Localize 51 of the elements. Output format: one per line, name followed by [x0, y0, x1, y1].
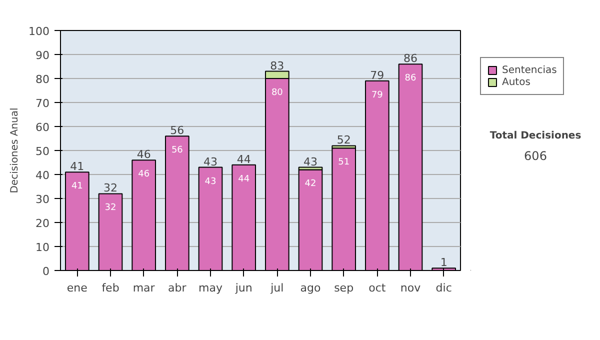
total-label: 41 — [70, 160, 84, 174]
y-tick-label: 80 — [36, 73, 50, 86]
y-tick-label: 40 — [36, 169, 50, 182]
data-label: 46 — [138, 170, 150, 180]
y-tick-label: 10 — [36, 241, 50, 254]
data-label: 32 — [104, 203, 116, 214]
data-label: 43 — [204, 176, 216, 187]
x-tick-label: dic — [436, 282, 452, 294]
data-label: 79 — [371, 90, 384, 100]
legend-label: Autos — [502, 76, 530, 88]
x-tick-label: oct — [368, 282, 386, 294]
x-tick-label: abr — [168, 282, 187, 294]
y-tick-label: 100 — [28, 25, 50, 38]
y-tick-label: 30 — [36, 193, 50, 206]
y-tick-label: 0 — [42, 265, 50, 278]
text: Total Decisiones — [490, 130, 582, 142]
total-label: 44 — [236, 152, 251, 166]
legend-label: Sentencias — [502, 64, 557, 76]
total-label: 43 — [304, 155, 318, 168]
total-label: 52 — [336, 134, 351, 147]
data-label: 44 — [238, 174, 250, 184]
y-tick-label: 90 — [36, 49, 50, 62]
text: 606 — [524, 148, 547, 163]
total-label: 1 — [440, 256, 448, 270]
x-tick-label: jul — [270, 282, 284, 294]
x-tick-label: mar — [132, 282, 156, 294]
data-label: 42 — [304, 179, 316, 190]
total-label: 56 — [170, 124, 184, 138]
x-tick-label: jun — [234, 282, 252, 294]
total-label: 43 — [204, 155, 218, 168]
data-label: 80 — [271, 88, 284, 98]
x-tick-label: nov — [400, 282, 422, 294]
total-label: 79 — [370, 68, 384, 82]
data-label: 86 — [404, 74, 416, 84]
x-tick-label: may — [198, 282, 223, 294]
total-label: 32 — [104, 182, 118, 195]
y-tick-label: 60 — [36, 121, 50, 134]
total-label: 86 — [404, 52, 418, 66]
total-label: 83 — [270, 59, 284, 72]
y-tick-label: 50 — [36, 145, 50, 158]
data-label: 51 — [338, 158, 350, 168]
y-tick-label: 20 — [36, 217, 50, 230]
data-label: 41 — [71, 182, 83, 192]
total-label: 46 — [136, 148, 151, 162]
y-axis-title: Decisiones Anual — [10, 108, 21, 194]
y-tick-label: 70 — [36, 97, 50, 110]
x-tick-label: ene — [66, 282, 88, 294]
x-tick-label: feb — [102, 282, 120, 294]
x-tick-label: ago — [300, 282, 321, 294]
data-label: 56 — [171, 146, 184, 156]
x-tick-label: sep — [334, 282, 354, 294]
